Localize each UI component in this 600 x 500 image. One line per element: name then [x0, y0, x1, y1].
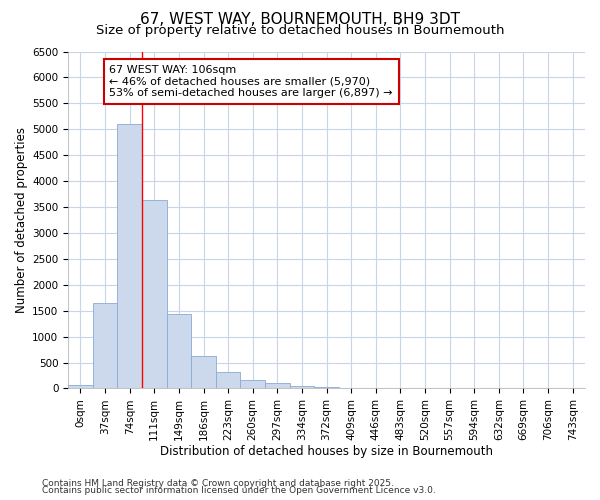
Bar	[265, 384, 290, 388]
Text: Size of property relative to detached houses in Bournemouth: Size of property relative to detached ho…	[96, 24, 504, 37]
Bar	[142, 200, 167, 388]
Bar	[68, 384, 93, 388]
Bar	[241, 380, 265, 388]
Bar	[191, 356, 216, 388]
Bar	[216, 372, 241, 388]
Bar	[93, 303, 118, 388]
Bar	[118, 124, 142, 388]
Text: Contains public sector information licensed under the Open Government Licence v3: Contains public sector information licen…	[42, 486, 436, 495]
Text: Contains HM Land Registry data © Crown copyright and database right 2025.: Contains HM Land Registry data © Crown c…	[42, 478, 394, 488]
Bar	[314, 386, 339, 388]
Y-axis label: Number of detached properties: Number of detached properties	[15, 127, 28, 313]
X-axis label: Distribution of detached houses by size in Bournemouth: Distribution of detached houses by size …	[160, 444, 493, 458]
Text: 67 WEST WAY: 106sqm
← 46% of detached houses are smaller (5,970)
53% of semi-det: 67 WEST WAY: 106sqm ← 46% of detached ho…	[109, 65, 393, 98]
Bar	[290, 386, 314, 388]
Text: 67, WEST WAY, BOURNEMOUTH, BH9 3DT: 67, WEST WAY, BOURNEMOUTH, BH9 3DT	[140, 12, 460, 28]
Bar	[167, 314, 191, 388]
